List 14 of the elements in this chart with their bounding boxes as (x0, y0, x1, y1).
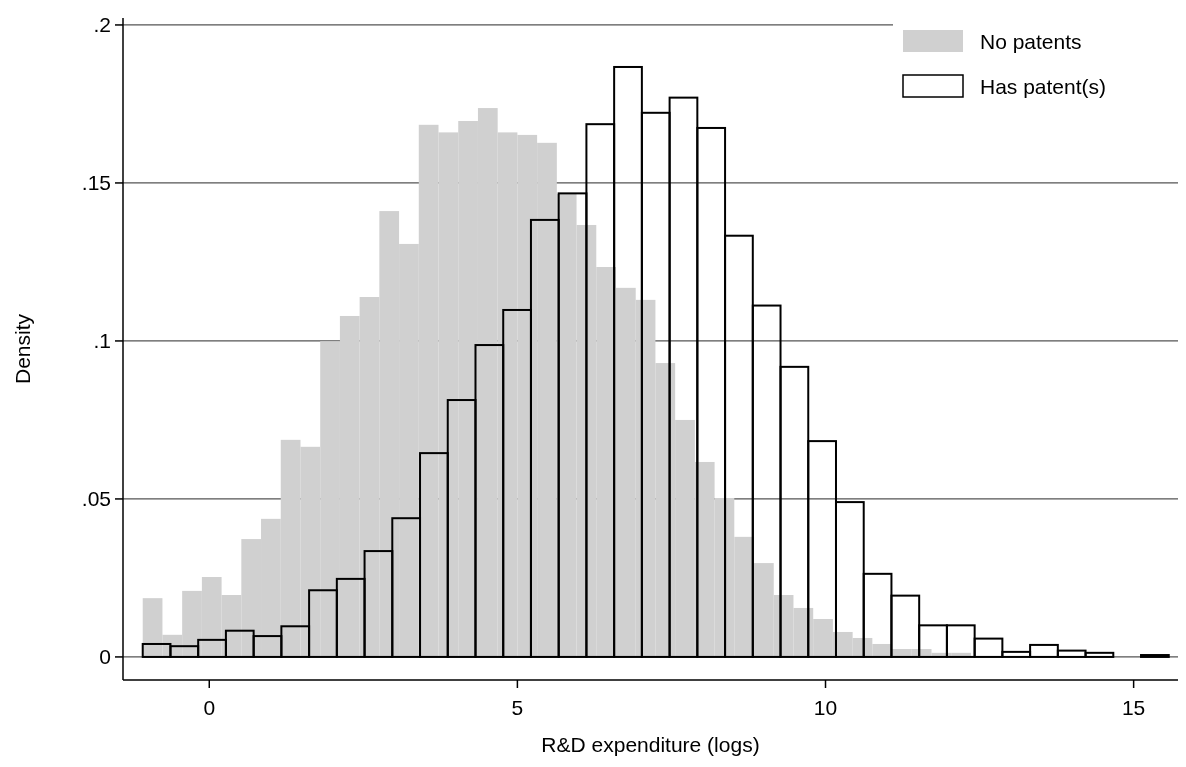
x-axis-title: R&D expenditure (logs) (541, 733, 760, 756)
x-tick-label: 15 (1121, 696, 1146, 719)
y-axis-title: Density (11, 313, 34, 385)
y-tick-label: .2 (93, 13, 111, 37)
y-tick-label: .15 (81, 171, 111, 195)
legend-label: No patents (980, 30, 1082, 53)
y-tick-label: .1 (93, 329, 111, 353)
y-tick-label: 0 (99, 645, 111, 669)
y-tick-label: .05 (81, 487, 111, 511)
x-tick-label: 10 (813, 696, 838, 719)
legend-label: Has patent(s) (980, 75, 1107, 98)
x-tick-label: 5 (511, 696, 524, 719)
bar (1140, 654, 1170, 658)
x-tick-label: 0 (203, 696, 216, 719)
